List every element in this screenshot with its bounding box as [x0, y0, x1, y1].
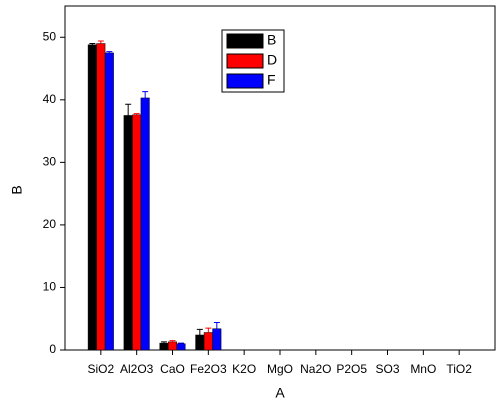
y-tick-label: 10	[43, 280, 57, 294]
x-tick-label: CaO	[160, 362, 185, 376]
bar	[140, 97, 150, 351]
error-bar	[178, 342, 184, 344]
y-tick-label: 0	[49, 342, 56, 356]
x-tick-label: MnO	[410, 362, 436, 376]
error-bar	[106, 51, 113, 53]
error-bar	[125, 103, 132, 116]
legend-swatch	[226, 53, 264, 69]
y-tick-label: 30	[43, 155, 57, 169]
bar	[168, 341, 177, 351]
x-tick-label: Al2O3	[120, 362, 154, 376]
error-bar	[89, 43, 96, 45]
legend-label: F	[267, 72, 276, 88]
x-tick-label: P2O5	[336, 362, 367, 376]
bar	[212, 328, 222, 351]
bar	[87, 44, 97, 351]
error-bar	[196, 328, 203, 335]
bar	[123, 115, 133, 351]
x-tick-label: K2O	[232, 362, 256, 376]
bar	[203, 332, 213, 351]
error-bar	[169, 340, 176, 342]
legend-swatch	[226, 33, 264, 49]
y-tick-label: 50	[43, 29, 57, 43]
y-tick-label: 40	[43, 92, 57, 106]
x-tick-label: MgO	[267, 362, 293, 376]
x-tick-label: SiO2	[87, 362, 114, 376]
legend-label: B	[267, 32, 276, 48]
bar	[176, 343, 186, 351]
error-bar	[205, 327, 212, 333]
bar	[104, 52, 114, 351]
error-bar	[213, 321, 220, 329]
y-tick-label: 20	[43, 217, 57, 231]
bar	[159, 342, 169, 351]
x-tick-label: Fe2O3	[190, 362, 227, 376]
bar	[96, 43, 106, 351]
x-tick-label: TiO2	[446, 362, 472, 376]
bar	[195, 334, 205, 351]
error-bar	[97, 40, 104, 44]
legend-swatch	[226, 73, 264, 89]
bar	[132, 114, 142, 351]
x-axis-label: A	[275, 385, 285, 401]
x-tick-label: Na2O	[300, 362, 331, 376]
x-tick-label: SO3	[375, 362, 399, 376]
error-bar	[142, 91, 149, 98]
error-bar	[133, 113, 140, 115]
error-bar	[161, 341, 167, 344]
y-axis-label: B	[9, 185, 25, 194]
legend-label: D	[267, 52, 277, 68]
